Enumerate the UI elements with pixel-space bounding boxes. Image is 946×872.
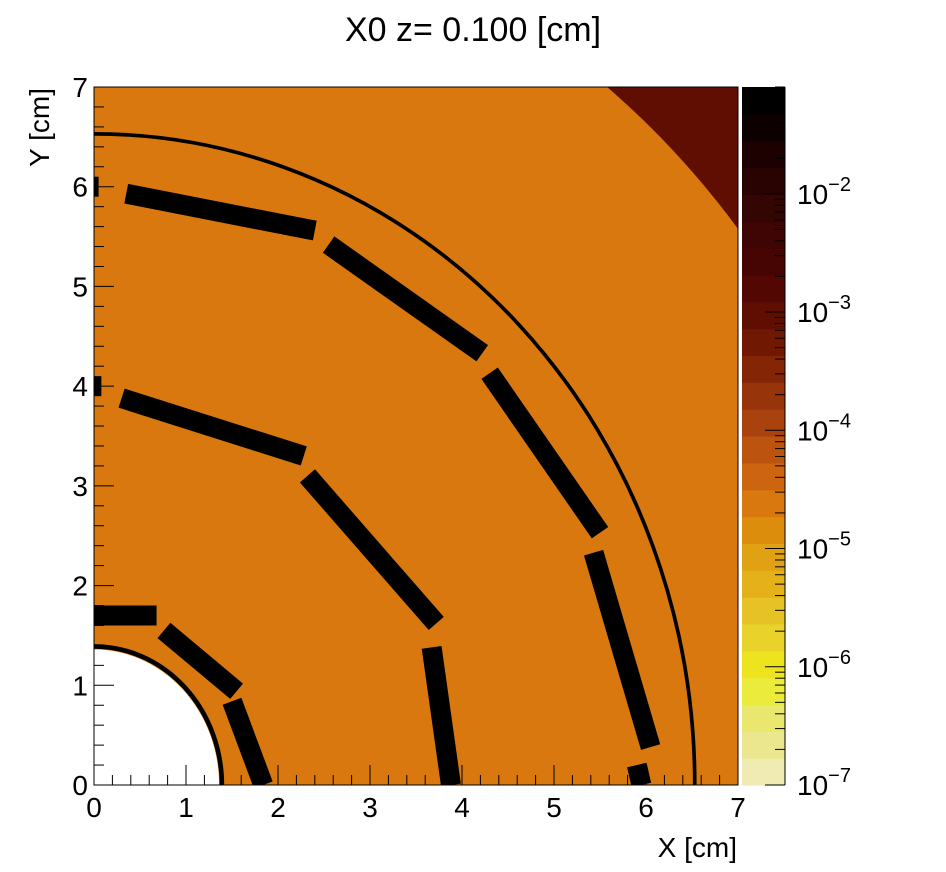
outer-shell (94, 132, 697, 785)
x-tick-label: 2 (270, 792, 286, 823)
colorbar-swatch (742, 328, 785, 357)
layer-1-staves-ladder-2 (157, 622, 244, 699)
colorbar-swatch (742, 704, 785, 732)
colorbar-axis: 10−7 10−6 10−5 10−4 10−3 10−2 (765, 86, 851, 801)
layer-2-staves-ladder-2 (118, 388, 307, 466)
colorbar-swatch (742, 623, 785, 652)
colorbar-tick-label: 10−5 (797, 529, 851, 565)
layer-3-staves-ladder-3 (322, 236, 489, 362)
far-corner (607, 87, 738, 229)
colorbar-swatch (742, 409, 785, 437)
x-tick-label: 7 (730, 792, 746, 823)
colorbar-tick-label: 10−7 (797, 765, 851, 801)
y-axis: 0 1 2 3 4 5 6 7 (72, 72, 114, 801)
plot-frame (93, 86, 739, 786)
y-tick-label: 2 (72, 571, 88, 602)
colorbar (742, 87, 785, 786)
colorbar-swatch (742, 543, 785, 571)
layer-3-staves-ladder-5 (583, 549, 661, 750)
layer-2-staves-ladder-4 (421, 646, 461, 785)
x-axis-label: X [cm] (658, 832, 737, 863)
colorbar-swatch (742, 87, 785, 115)
x-tick-label: 5 (546, 792, 562, 823)
y-axis-label: Y [cm] (24, 88, 55, 167)
colorbar-swatch (742, 355, 785, 383)
x-axis: 0 1 2 3 4 5 6 7 (86, 765, 746, 823)
colorbar-swatch (742, 462, 785, 491)
beam-pipe-hole (94, 649, 220, 785)
x-tick-label: 0 (86, 792, 102, 823)
colorbar-swatch (742, 113, 785, 142)
colorbar-tick-label: 10−3 (797, 292, 851, 328)
y-tick-label: 6 (72, 172, 88, 203)
colorbar-swatch (742, 167, 785, 195)
y-tick-label: 4 (72, 371, 88, 402)
colorbar-swatch (742, 140, 785, 169)
colorbar-swatch (742, 194, 785, 222)
y-tick-label: 1 (72, 670, 88, 701)
chart-title: X0 z= 0.100 [cm] (345, 11, 601, 49)
colorbar-swatch (742, 731, 785, 759)
layer-1-staves (94, 605, 273, 785)
colorbar-swatch (742, 758, 785, 786)
colorbar-swatch (742, 301, 785, 330)
colorbar-swatch (742, 382, 785, 410)
layer-1-staves-ladder-3 (222, 697, 273, 785)
layer-3-staves-ladder-4 (481, 367, 609, 539)
x-tick-label: 3 (362, 792, 378, 823)
colorbar-swatch (742, 516, 785, 544)
colorbar-swatch (742, 221, 785, 249)
plot-area (94, 87, 738, 785)
y-tick-label: 3 (72, 471, 88, 502)
y-tick-label: 7 (72, 72, 88, 103)
colorbar-swatch (742, 650, 785, 679)
beam-pipe-wall (94, 644, 225, 785)
colorbar-tick-label: 10−6 (797, 647, 851, 683)
layer-3-staves-ladder-6 (627, 762, 652, 785)
y-tick-label: 0 (72, 770, 88, 801)
x-tick-label: 4 (454, 792, 470, 823)
colorbar-swatch (742, 274, 785, 303)
colorbar-tick-label: 10−4 (797, 410, 851, 446)
y-tick-label: 5 (72, 271, 88, 302)
layer-3-staves-ladder-2 (124, 183, 317, 241)
x-tick-label: 6 (638, 792, 654, 823)
colorbar-swatch (742, 248, 785, 276)
colorbar-swatch (742, 436, 785, 464)
colorbar-tick-label: 10−2 (797, 174, 851, 210)
x-tick-label: 1 (178, 792, 194, 823)
colorbar-swatch (742, 677, 785, 706)
layer-2-staves-ladder-3 (299, 469, 444, 631)
